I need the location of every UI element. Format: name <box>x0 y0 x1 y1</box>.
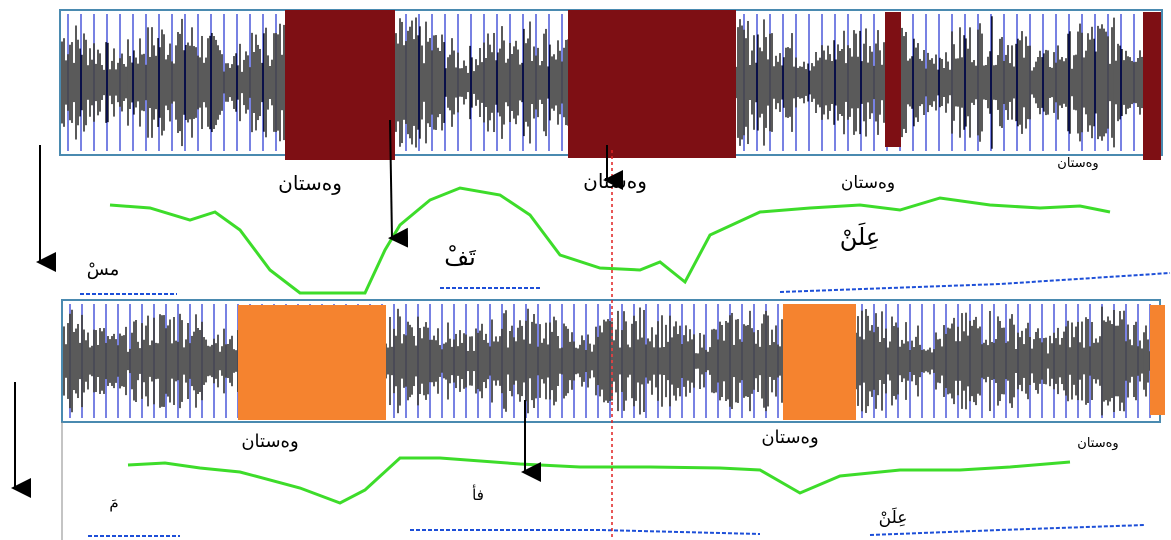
segment-label: وەستان <box>1077 436 1118 451</box>
mask <box>885 12 901 147</box>
syllable-line <box>779 272 1171 293</box>
syllable: تَفْ <box>444 243 476 271</box>
segment-label: وەستان <box>241 431 298 452</box>
syllable: مسْ <box>87 259 120 280</box>
syllable: عِلَنْ <box>840 223 881 251</box>
mask <box>285 10 395 160</box>
mask <box>783 304 856 420</box>
arrows <box>11 119 623 498</box>
segment-label: وەستان <box>841 173 895 193</box>
top-masks <box>285 10 1161 160</box>
mask <box>568 10 736 158</box>
mask <box>1150 305 1165 415</box>
syllable-line <box>869 524 1146 536</box>
syllable: مَ <box>109 494 118 512</box>
bottom-masks <box>238 304 1165 420</box>
mask <box>1143 12 1161 160</box>
syllable: فأ <box>472 484 484 504</box>
syllable-lines <box>80 272 1171 537</box>
segment-label: وەستان <box>278 171 342 195</box>
pitch-contour <box>109 186 1111 295</box>
pitch-contour <box>127 456 1071 505</box>
arrow <box>388 119 409 248</box>
bottom-panel-frame <box>61 299 1161 423</box>
syllable-line <box>410 529 761 535</box>
segment-label: وەستان <box>583 169 647 193</box>
segment-label: وەستان <box>1057 156 1098 171</box>
mask <box>238 305 386 420</box>
segment-label: وەستان <box>761 427 818 448</box>
syllable: عِلَنْ <box>879 506 908 528</box>
labels: وەستان وەستان وەستان وەستان مسْ تَفْ عِل… <box>87 156 1119 528</box>
